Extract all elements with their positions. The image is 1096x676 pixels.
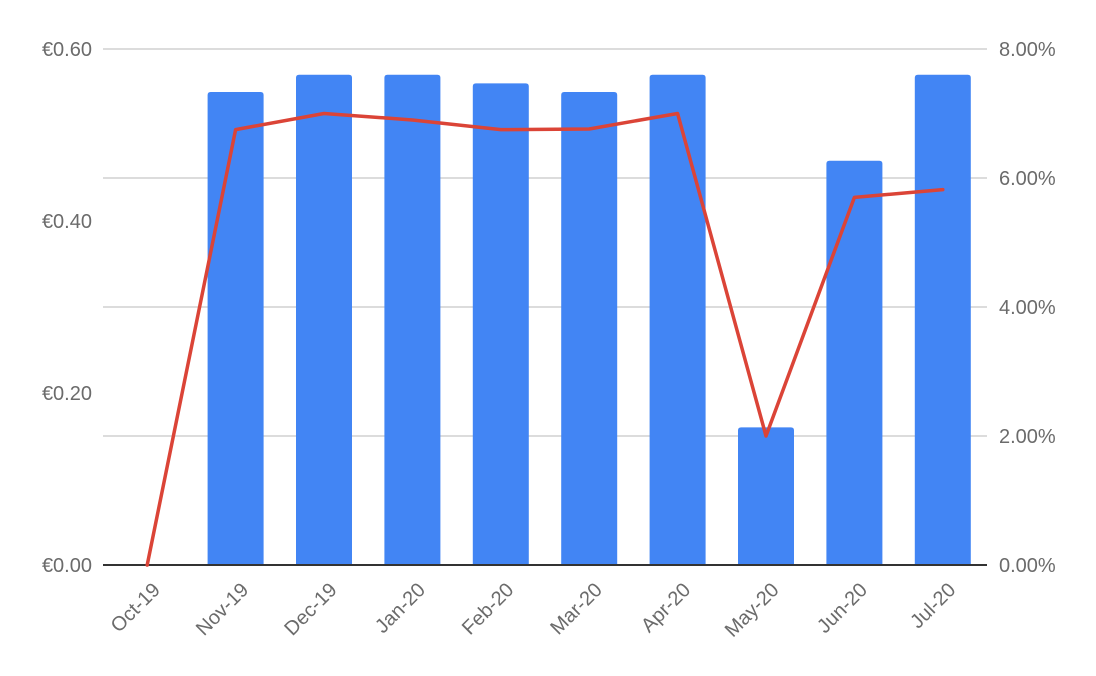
x-axis-tick-label: Mar-20 <box>546 579 606 639</box>
bar-series <box>207 74 971 566</box>
left-axis-tick-label: €0.40 <box>42 211 92 233</box>
bar-mar-20 <box>561 92 618 565</box>
bar-jul-20 <box>914 74 971 566</box>
left-y-axis: €0.00 €0.20 €0.40 €0.60 <box>42 39 92 577</box>
right-axis-tick-label: 0.00% <box>999 555 1056 577</box>
right-axis-tick-label: 2.00% <box>999 426 1056 448</box>
line-path <box>145 111 945 567</box>
bar-may-20 <box>738 427 794 565</box>
bar-nov-19 <box>207 92 264 565</box>
bar-apr-20 <box>649 74 706 566</box>
x-axis-tick-label: Nov-19 <box>192 579 253 640</box>
left-axis-tick-label: €0.20 <box>42 383 92 405</box>
bar-dec-19 <box>296 74 352 566</box>
x-axis-tick-label: May-20 <box>721 579 784 642</box>
x-axis-tick-label: Jul-20 <box>906 579 960 633</box>
right-axis-tick-label: 4.00% <box>999 297 1056 319</box>
x-axis-tick-label: Dec-19 <box>280 579 341 640</box>
bar-jan-20 <box>384 74 441 566</box>
left-axis-tick-label: €0.60 <box>42 39 92 61</box>
x-axis-tick-label: Oct-19 <box>107 579 165 637</box>
right-axis-tick-label: 8.00% <box>999 39 1056 61</box>
x-axis: Oct-19 Nov-19 Dec-19 Jan-20 Feb-20 Mar-20 Apr-… <box>107 579 961 642</box>
line-series <box>145 111 945 567</box>
x-axis-tick-label: Feb-20 <box>458 579 518 639</box>
bar-feb-20 <box>472 83 529 566</box>
right-y-axis: 0.00% 2.00% 4.00% 6.00% 8.00% <box>999 39 1056 577</box>
x-axis-tick-label: Jan-20 <box>371 579 430 638</box>
right-axis-tick-label: 6.00% <box>999 168 1056 190</box>
left-axis-tick-label: €0.00 <box>42 555 92 577</box>
x-axis-tick-label: Jun-20 <box>813 579 872 638</box>
bar-jun-20 <box>826 160 883 566</box>
x-axis-tick-label: Apr-20 <box>637 579 695 637</box>
